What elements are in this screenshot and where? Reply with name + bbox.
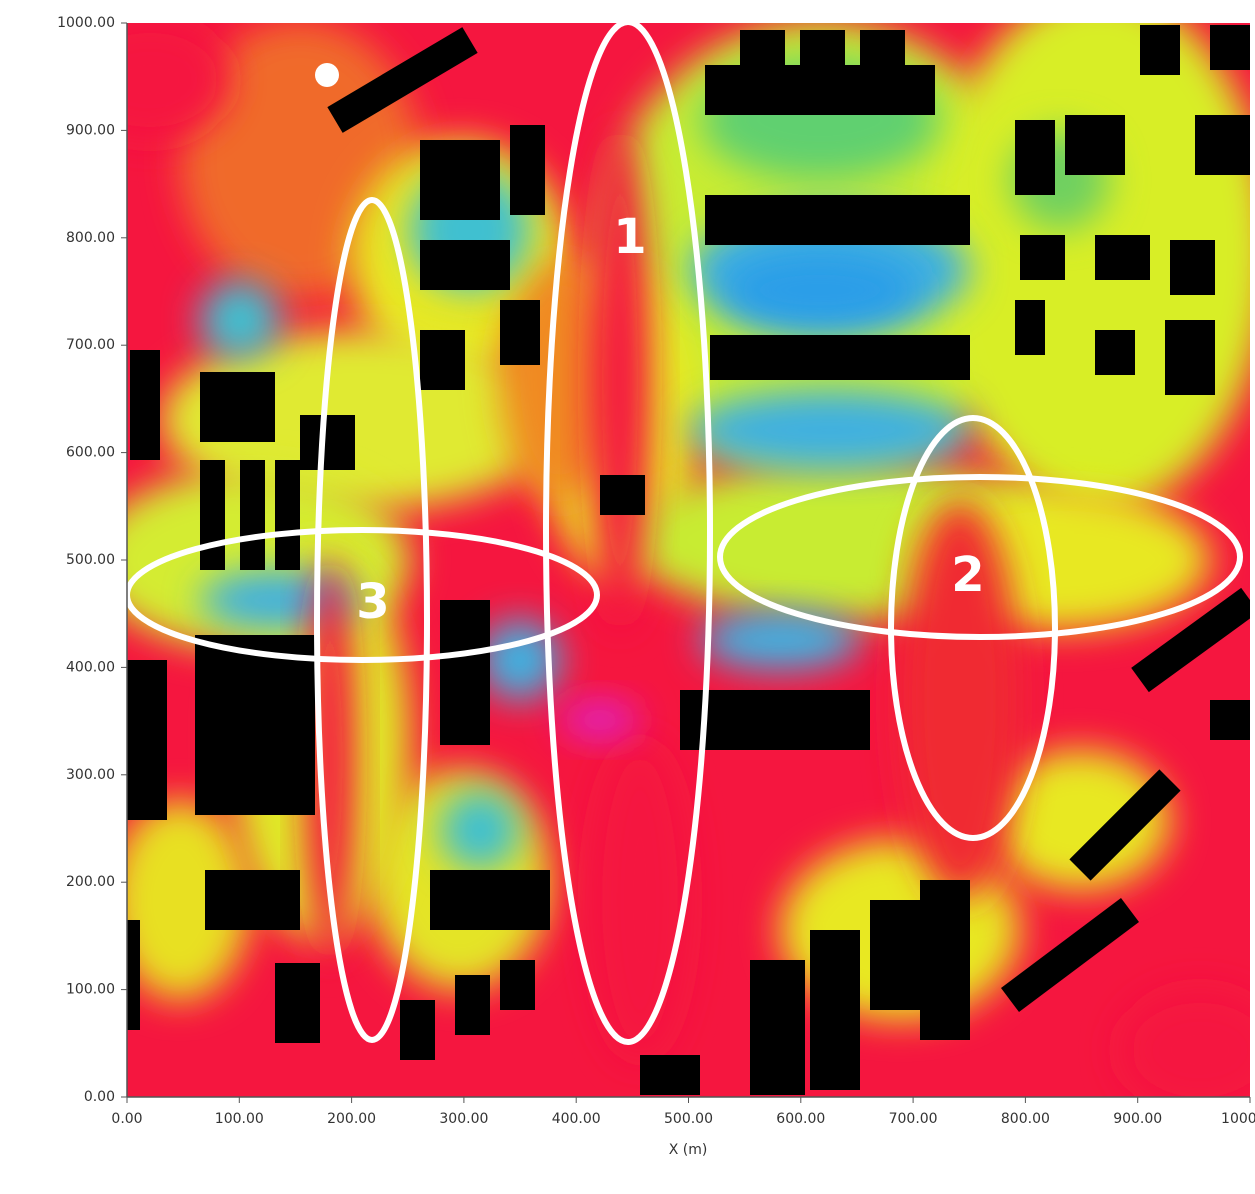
y-tick-label: 300.00 xyxy=(66,767,115,783)
building xyxy=(200,372,275,442)
x-tick-label: 300.00 xyxy=(439,1111,488,1127)
building xyxy=(420,140,500,220)
x-tick-label: 400.00 xyxy=(552,1111,601,1127)
building xyxy=(195,635,315,815)
building xyxy=(1210,25,1250,70)
y-tick-label: 1000.00 xyxy=(57,15,115,31)
y-tick-label: 400.00 xyxy=(66,659,115,675)
building xyxy=(1015,120,1055,195)
building xyxy=(440,600,490,745)
x-tick-label: 1000.00 xyxy=(1221,1111,1255,1127)
building xyxy=(1065,115,1125,175)
zone-label: 1 xyxy=(613,209,646,265)
field-patch xyxy=(700,610,860,670)
y-tick-label: 500.00 xyxy=(66,552,115,568)
x-tick-label: 700.00 xyxy=(889,1111,938,1127)
building xyxy=(1020,235,1065,280)
building xyxy=(1095,235,1150,280)
y-tick-label: 600.00 xyxy=(66,445,115,461)
x-tick-label: 0.00 xyxy=(111,1111,142,1127)
building xyxy=(710,335,970,380)
building xyxy=(455,975,490,1035)
building xyxy=(130,350,160,460)
y-tick-label: 100.00 xyxy=(66,982,115,998)
y-tick-label: 900.00 xyxy=(66,122,115,138)
y-tick-label: 0.00 xyxy=(84,1089,115,1105)
building xyxy=(740,30,785,65)
building xyxy=(500,960,535,1010)
building xyxy=(800,30,845,65)
building xyxy=(1170,240,1215,295)
building xyxy=(430,870,550,930)
building xyxy=(705,65,935,115)
y-tick-label: 200.00 xyxy=(66,874,115,890)
building xyxy=(300,415,355,470)
building xyxy=(1195,115,1250,175)
building xyxy=(1095,330,1135,375)
building xyxy=(1140,25,1180,75)
building xyxy=(810,930,860,1090)
building xyxy=(200,460,225,570)
x-axis-label: X (m) xyxy=(669,1142,708,1158)
building xyxy=(205,870,300,930)
field-patch xyxy=(200,280,280,360)
y-tick-label: 700.00 xyxy=(66,337,115,353)
building xyxy=(600,475,645,515)
building xyxy=(400,1000,435,1060)
field-map xyxy=(70,0,1255,1110)
building xyxy=(275,963,320,1043)
building xyxy=(750,960,805,1095)
x-tick-label: 600.00 xyxy=(776,1111,825,1127)
zone-label: 3 xyxy=(356,574,389,630)
building xyxy=(920,880,970,1040)
building xyxy=(127,660,167,820)
building xyxy=(860,30,905,65)
field-patch xyxy=(440,790,520,870)
building xyxy=(420,330,465,390)
field-patch xyxy=(590,740,690,1060)
field-patch xyxy=(720,250,920,330)
building xyxy=(510,125,545,215)
x-tick-label: 200.00 xyxy=(327,1111,376,1127)
building xyxy=(275,460,300,570)
building xyxy=(705,195,970,245)
marker-dot xyxy=(315,63,339,87)
x-tick-label: 800.00 xyxy=(1001,1111,1050,1127)
field-patch xyxy=(590,130,650,630)
x-tick-label: 100.00 xyxy=(215,1111,264,1127)
x-tick-label: 500.00 xyxy=(664,1111,713,1127)
building xyxy=(1210,700,1250,740)
y-tick-label: 800.00 xyxy=(66,230,115,246)
building xyxy=(680,690,870,750)
chart: X (m) 1 2 3 0.00 100.00 200.00 300.00 400.00 500… xyxy=(0,0,1255,1194)
building xyxy=(640,1055,700,1095)
building xyxy=(240,460,265,570)
building xyxy=(1015,300,1045,355)
building xyxy=(420,240,510,290)
field-patch xyxy=(560,700,640,740)
zone-label: 2 xyxy=(951,547,984,603)
building xyxy=(1165,320,1215,395)
building xyxy=(870,900,920,1010)
x-tick-label: 900.00 xyxy=(1113,1111,1162,1127)
building xyxy=(500,300,540,365)
